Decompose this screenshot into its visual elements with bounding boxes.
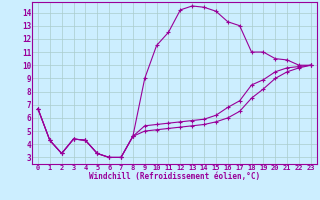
X-axis label: Windchill (Refroidissement éolien,°C): Windchill (Refroidissement éolien,°C) — [89, 172, 260, 181]
